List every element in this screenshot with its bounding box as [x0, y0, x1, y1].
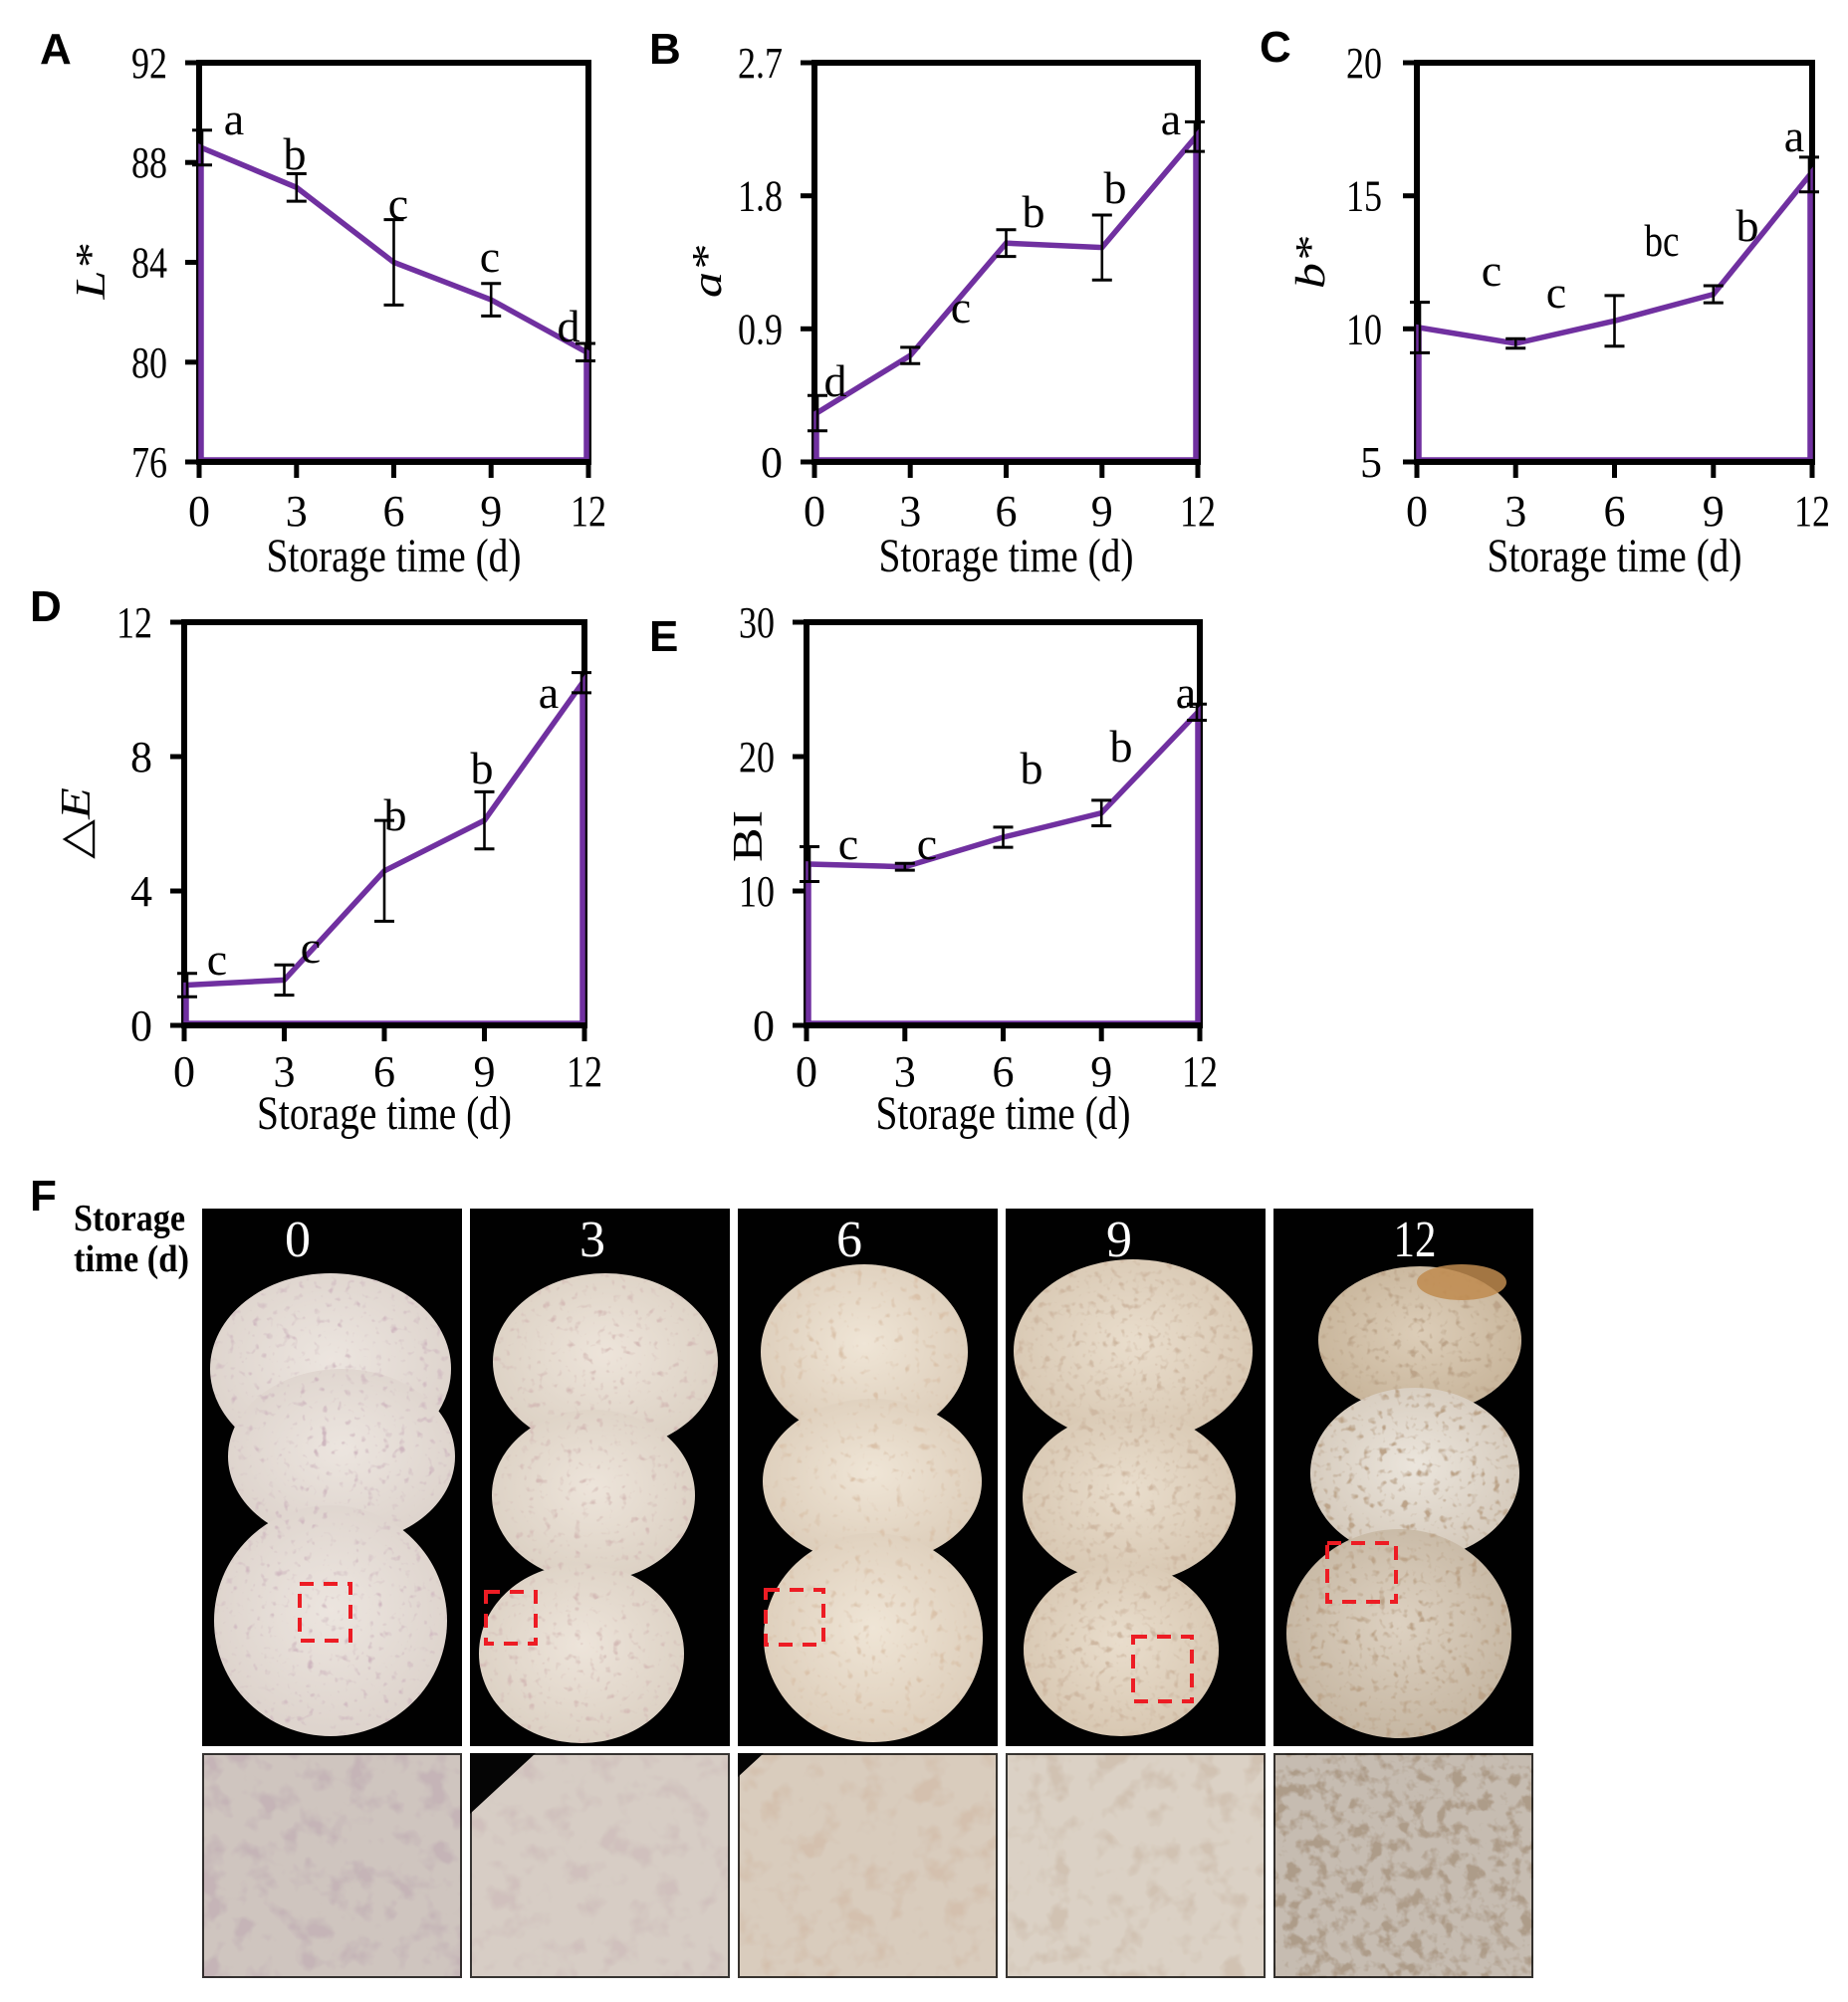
svg-text:3: 3 — [274, 1047, 296, 1096]
svg-text:5: 5 — [1360, 438, 1382, 487]
svg-text:15: 15 — [1346, 172, 1382, 221]
svg-text:6: 6 — [996, 487, 1018, 536]
svg-text:b: b — [1021, 743, 1043, 793]
svg-text:d: d — [824, 355, 847, 406]
svg-text:84: 84 — [131, 239, 167, 288]
svg-text:0: 0 — [285, 1212, 311, 1268]
svg-text:Storage time (d): Storage time (d) — [879, 530, 1134, 582]
svg-text:0: 0 — [753, 1001, 775, 1050]
svg-text:9: 9 — [474, 1047, 496, 1096]
svg-text:20: 20 — [1346, 39, 1382, 88]
svg-text:9: 9 — [1091, 487, 1113, 536]
svg-text:b: b — [284, 128, 307, 179]
svg-text:9: 9 — [1106, 1212, 1132, 1268]
svg-text:a: a — [539, 667, 559, 718]
svg-text:b: b — [384, 789, 407, 840]
svg-text:Storage time (d): Storage time (d) — [267, 530, 522, 582]
svg-text:0: 0 — [796, 1047, 817, 1096]
svg-text:88: 88 — [131, 138, 167, 187]
svg-text:0: 0 — [173, 1047, 195, 1096]
svg-text:3: 3 — [579, 1212, 605, 1268]
svg-text:c: c — [838, 818, 858, 869]
svg-text:c: c — [388, 178, 408, 229]
svg-text:9: 9 — [1703, 487, 1725, 536]
svg-text:d: d — [558, 301, 580, 351]
svg-text:6: 6 — [1604, 487, 1626, 536]
svg-text:c: c — [301, 922, 321, 973]
svg-text:c: c — [207, 934, 227, 985]
svg-text:0.9: 0.9 — [738, 305, 783, 353]
svg-text:8: 8 — [130, 733, 152, 781]
svg-text:6: 6 — [836, 1212, 862, 1268]
svg-text:b: b — [1736, 200, 1759, 251]
svg-text:3: 3 — [894, 1047, 916, 1096]
svg-text:bc: bc — [1645, 215, 1680, 266]
svg-text:6: 6 — [993, 1047, 1015, 1096]
svg-text:c: c — [1482, 245, 1502, 296]
svg-text:12: 12 — [116, 598, 152, 647]
svg-text:12: 12 — [571, 487, 606, 536]
svg-text:b: b — [471, 743, 494, 793]
svg-text:9: 9 — [480, 487, 502, 536]
svg-text:a: a — [224, 94, 244, 144]
svg-text:time (d): time (d) — [74, 1238, 189, 1280]
svg-text:a: a — [1161, 94, 1181, 144]
svg-text:c: c — [951, 282, 971, 333]
svg-text:10: 10 — [1346, 305, 1382, 353]
svg-text:80: 80 — [131, 338, 167, 387]
svg-text:0: 0 — [188, 487, 210, 536]
svg-text:0: 0 — [1406, 487, 1428, 536]
svg-text:10: 10 — [739, 867, 775, 916]
svg-text:c: c — [917, 818, 937, 869]
svg-text:3: 3 — [286, 487, 308, 536]
svg-text:0: 0 — [761, 438, 783, 487]
svg-text:3: 3 — [1504, 487, 1526, 536]
svg-text:12: 12 — [1182, 1047, 1218, 1096]
svg-text:0: 0 — [130, 1001, 152, 1050]
svg-text:B: B — [649, 25, 681, 74]
svg-text:92: 92 — [131, 39, 167, 88]
svg-text:Storage time (d): Storage time (d) — [257, 1087, 512, 1140]
svg-text:c: c — [480, 231, 500, 282]
svg-text:20: 20 — [739, 733, 775, 781]
svg-text:9: 9 — [1090, 1047, 1112, 1096]
svg-text:6: 6 — [383, 487, 405, 536]
svg-text:Storage time (d): Storage time (d) — [876, 1087, 1131, 1140]
svg-text:A: A — [40, 25, 72, 74]
svg-text:E: E — [649, 612, 678, 661]
svg-text:Storage: Storage — [74, 1198, 185, 1239]
svg-text:76: 76 — [131, 438, 167, 487]
svg-text:b: b — [1110, 721, 1133, 772]
svg-text:a: a — [1784, 111, 1804, 161]
svg-text:C: C — [1260, 23, 1291, 72]
svg-text:4: 4 — [130, 867, 152, 916]
svg-text:3: 3 — [899, 487, 921, 536]
svg-text:F: F — [30, 1172, 57, 1221]
svg-text:△E: △E — [53, 787, 100, 859]
svg-text:a*: a* — [684, 246, 731, 298]
svg-text:30: 30 — [739, 598, 775, 647]
svg-text:2.7: 2.7 — [738, 39, 783, 88]
svg-text:a: a — [1176, 667, 1196, 718]
svg-text:1.8: 1.8 — [738, 172, 783, 221]
svg-text:Storage time (d): Storage time (d) — [1488, 530, 1742, 582]
svg-text:12: 12 — [1394, 1212, 1437, 1268]
svg-text:D: D — [30, 582, 62, 631]
svg-text:b*: b* — [1287, 237, 1334, 289]
svg-text:0: 0 — [804, 487, 825, 536]
svg-text:12: 12 — [1180, 487, 1216, 536]
svg-text:c: c — [1546, 267, 1566, 318]
svg-text:BI: BI — [725, 810, 772, 862]
svg-text:12: 12 — [1794, 487, 1830, 536]
svg-text:b: b — [1104, 162, 1127, 213]
svg-text:12: 12 — [567, 1047, 602, 1096]
svg-text:L*: L* — [68, 244, 115, 300]
svg-text:b: b — [1023, 186, 1045, 237]
svg-text:6: 6 — [373, 1047, 395, 1096]
